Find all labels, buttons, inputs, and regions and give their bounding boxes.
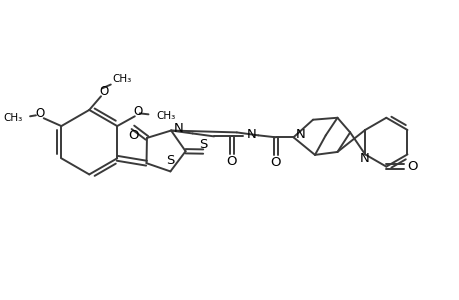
Text: O: O xyxy=(129,129,139,142)
Text: O: O xyxy=(270,156,280,169)
Text: CH₃: CH₃ xyxy=(112,74,132,84)
Text: S: S xyxy=(166,154,174,166)
Text: O: O xyxy=(35,107,45,120)
Text: N: N xyxy=(246,128,256,141)
Text: O: O xyxy=(226,155,236,168)
Text: CH₃: CH₃ xyxy=(3,113,22,123)
Text: N: N xyxy=(174,122,184,135)
Text: CH₃: CH₃ xyxy=(156,111,175,121)
Text: O: O xyxy=(407,160,417,173)
Text: S: S xyxy=(199,138,207,151)
Text: O: O xyxy=(99,85,108,98)
Text: N: N xyxy=(295,128,304,141)
Text: N: N xyxy=(358,152,368,165)
Text: O: O xyxy=(133,105,142,118)
